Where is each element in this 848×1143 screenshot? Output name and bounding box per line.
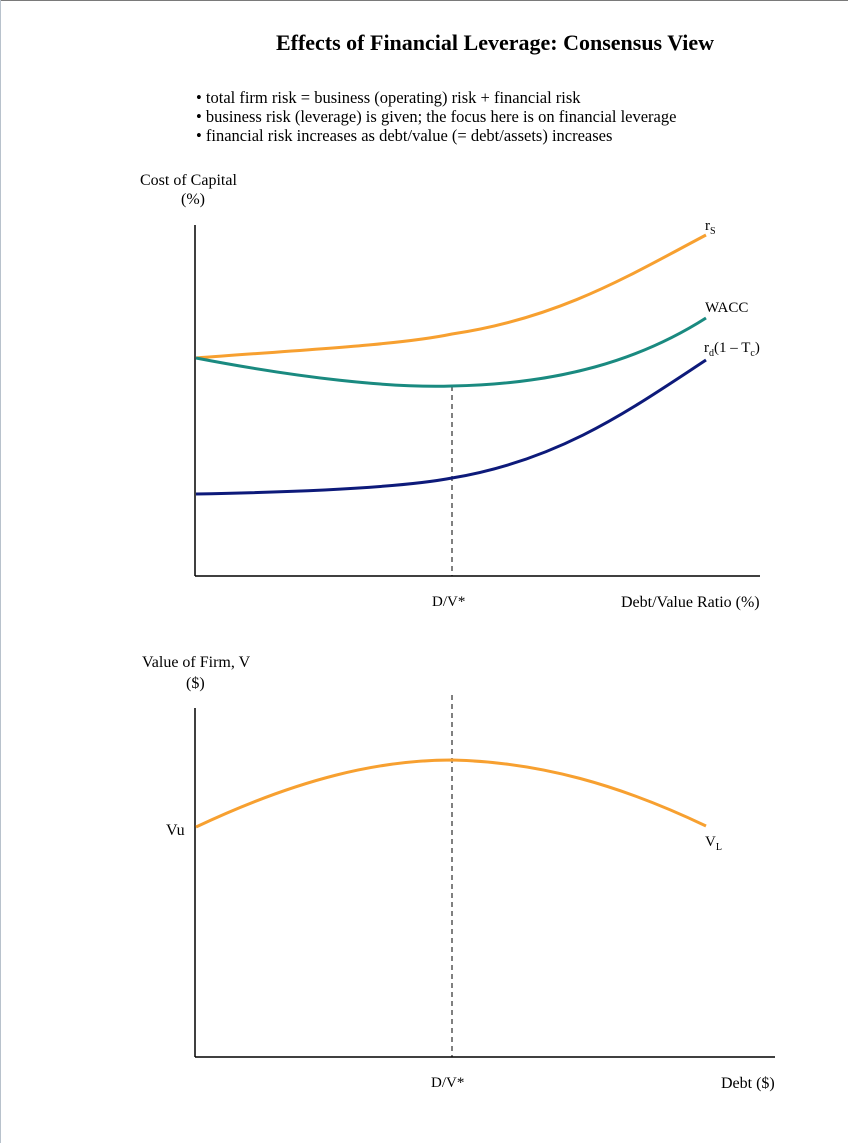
- cost-of-capital-unit-label: (%): [181, 191, 205, 208]
- rs-curve: [195, 233, 707, 360]
- wacc-curve: [195, 316, 707, 388]
- cost-of-capital-axis-label: Cost of Capital: [140, 172, 237, 189]
- top-optimum-label: D/V*: [432, 594, 466, 610]
- debt-value-ratio-axis-label: Debt/Value Ratio (%): [621, 594, 760, 611]
- wacc-curve-label: WACC: [705, 300, 749, 316]
- bullet-item-2: • business risk (leverage) is given; the…: [196, 107, 677, 126]
- vu-label: Vu: [166, 822, 185, 839]
- rd-curve-label: rd(1 – Tc): [704, 340, 760, 359]
- rd-curve: [195, 358, 707, 496]
- bullet-item-3: • financial risk increases as debt/value…: [196, 126, 613, 145]
- bullet-list: • total firm risk = business (operating)…: [196, 88, 676, 145]
- value-of-firm-unit-label: ($): [186, 675, 205, 692]
- rs-curve-label: rS: [705, 218, 716, 237]
- value-of-firm-axis-label: Value of Firm, V: [142, 654, 251, 671]
- window-top-border: [0, 0, 848, 1]
- window-left-border: [0, 0, 1, 1143]
- vl-label: VL: [705, 834, 722, 853]
- debt-axis-label: Debt ($): [721, 1075, 775, 1092]
- bullet-item-1: • total firm risk = business (operating)…: [196, 88, 581, 107]
- bottom-optimum-label: D/V*: [431, 1075, 465, 1091]
- firm-value-curve: [195, 758, 707, 829]
- page-title: Effects of Financial Leverage: Consensus…: [275, 30, 715, 55]
